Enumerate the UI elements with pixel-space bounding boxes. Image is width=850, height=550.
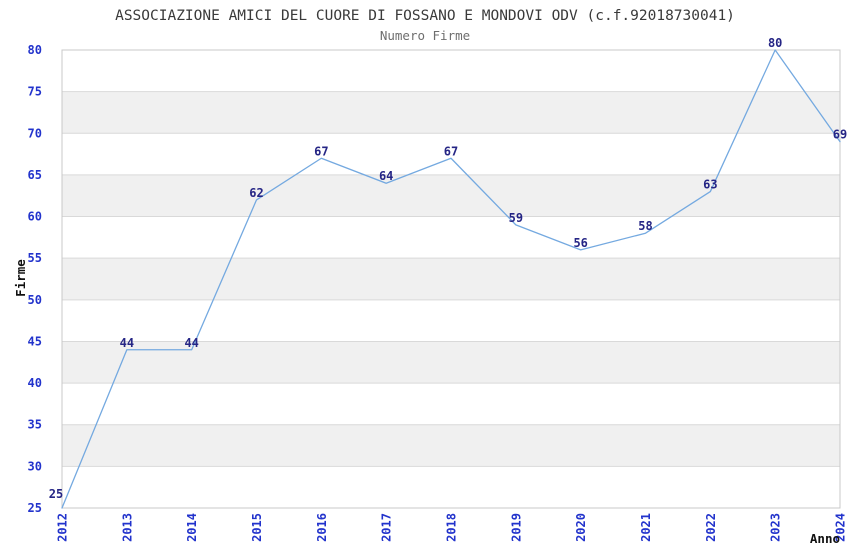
data-point-label: 44 — [120, 336, 134, 350]
x-tick-label: 2015 — [250, 513, 264, 542]
plot-band — [62, 424, 840, 467]
x-tick-label: 2013 — [120, 513, 134, 542]
x-tick-label: 2014 — [185, 513, 199, 542]
y-tick-label: 50 — [28, 293, 42, 307]
y-axis-title: Firme — [13, 259, 28, 297]
x-tick-label: 2018 — [445, 513, 459, 542]
x-tick-label: 2017 — [380, 513, 394, 542]
data-point-label: 80 — [768, 36, 782, 50]
y-tick-label: 25 — [28, 501, 42, 515]
y-tick-label: 45 — [28, 334, 42, 348]
data-line — [61, 49, 841, 509]
plot-band — [62, 133, 840, 175]
plot-band — [62, 174, 840, 217]
x-tick-label: 2019 — [509, 513, 523, 542]
data-point-label: 63 — [703, 178, 717, 192]
plot-area: 25 30 35 40 45 50 55 60 65 70 75 80 2012 2013 2014 2015… — [28, 36, 848, 542]
y-tick-label: 75 — [28, 85, 42, 99]
data-point-label: 56 — [573, 236, 587, 250]
x-tick-label: 2024 — [834, 513, 848, 542]
plot-band — [62, 216, 840, 259]
y-tick-label: 60 — [28, 210, 42, 224]
plot-band — [62, 341, 840, 384]
data-point-label: 64 — [379, 169, 393, 183]
y-tick-label: 65 — [28, 168, 42, 182]
y-tick-label: 70 — [28, 126, 42, 140]
data-point-label: 69 — [833, 128, 847, 142]
data-point-label: 67 — [314, 144, 328, 158]
plot-band — [62, 383, 840, 425]
y-tick-label: 80 — [28, 43, 42, 57]
data-point-label: 25 — [49, 487, 63, 501]
data-point-label: 44 — [184, 336, 198, 350]
data-point-label: 62 — [249, 186, 263, 200]
plot-band — [62, 466, 840, 508]
plot-band — [62, 258, 840, 300]
x-tick-label: 2023 — [769, 513, 783, 542]
plot-band — [62, 91, 840, 134]
x-tick-label: 2022 — [704, 513, 718, 542]
data-point-label: 58 — [638, 219, 652, 233]
chart-subtitle: Numero Firme — [380, 28, 470, 43]
x-axis-title: Anno — [810, 531, 840, 546]
plot-border — [61, 49, 841, 509]
x-tick-label: 2012 — [56, 513, 70, 542]
y-tick-label: 35 — [28, 418, 42, 432]
plot-band — [62, 50, 840, 92]
chart-title: ASSOCIAZIONE AMICI DEL CUORE DI FOSSANO … — [115, 8, 735, 24]
y-tick-label: 30 — [28, 459, 42, 473]
x-tick-label: 2020 — [574, 513, 588, 542]
x-tick-label: 2021 — [639, 513, 653, 542]
plot-band — [62, 299, 840, 342]
y-tick-label: 40 — [28, 376, 42, 390]
data-point-label: 67 — [444, 144, 458, 158]
x-tick-label: 2016 — [315, 513, 329, 542]
y-tick-label: 55 — [28, 251, 42, 265]
data-point-label: 59 — [509, 211, 523, 225]
